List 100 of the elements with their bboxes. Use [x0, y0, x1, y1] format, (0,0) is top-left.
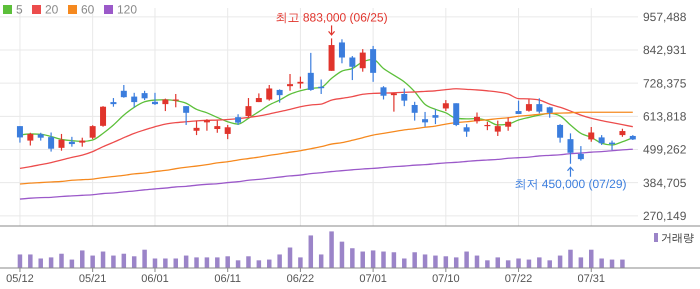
- candlestick: [380, 86, 387, 100]
- bar: [474, 256, 480, 268]
- bar: [329, 231, 334, 268]
- bar: [599, 258, 604, 268]
- bar: [526, 260, 532, 268]
- y-tick-label: 384,705: [643, 176, 687, 190]
- bar: [204, 257, 210, 268]
- bar: [38, 258, 43, 268]
- bar: [132, 256, 136, 268]
- candlestick: [453, 102, 460, 127]
- bar: [318, 254, 324, 268]
- candlestick: [546, 106, 553, 118]
- candlestick: [578, 145, 584, 162]
- candlestick: [266, 84, 272, 102]
- candlestick: [142, 90, 148, 101]
- x-tick-label: 07/10: [432, 273, 460, 285]
- legend-label: 120: [117, 2, 138, 16]
- candlestick: [16, 126, 23, 144]
- bar: [298, 257, 303, 268]
- bar: [225, 256, 230, 268]
- candlestick: [516, 100, 522, 115]
- bar: [454, 257, 458, 268]
- candlestick: [557, 123, 564, 144]
- bar: [288, 248, 292, 268]
- x-tick-label: 06/01: [141, 273, 169, 285]
- bar: [350, 248, 355, 268]
- candlestick: [194, 120, 200, 136]
- bar: [59, 254, 64, 268]
- bar: [464, 252, 469, 268]
- candlestick: [235, 114, 242, 126]
- bar: [277, 254, 282, 268]
- bar: [568, 250, 573, 268]
- candlestick: [79, 137, 86, 148]
- bar: [485, 260, 490, 268]
- candlestick: [536, 98, 542, 114]
- bar: [433, 256, 438, 268]
- bar: [422, 254, 428, 268]
- bar: [236, 260, 240, 268]
- annotation: 최저 450,000 (07/29): [514, 176, 627, 191]
- candlestick: [308, 52, 314, 92]
- bar: [610, 260, 614, 268]
- bar: [100, 252, 106, 268]
- candlestick: [598, 134, 605, 146]
- bar: [142, 250, 147, 268]
- y-tick-label: 499,262: [643, 142, 687, 157]
- candlestick: [349, 55, 356, 81]
- x-tick-label: 07/01: [359, 273, 387, 285]
- candlestick: [27, 132, 34, 146]
- bar: [412, 252, 417, 268]
- candlestick: [588, 126, 594, 142]
- legend-label: 20: [45, 2, 59, 16]
- bar: [174, 258, 178, 268]
- candlestick: [58, 133, 64, 152]
- bar: [589, 250, 594, 268]
- bar: [90, 256, 95, 268]
- bar: [308, 235, 314, 268]
- candlestick: [287, 73, 294, 92]
- bar: [558, 256, 562, 268]
- legend-label: 5: [16, 2, 23, 16]
- bar: [122, 254, 126, 268]
- bar: [444, 256, 448, 268]
- y-tick-label: 957,488: [643, 10, 687, 24]
- candlestick: [412, 101, 418, 122]
- bar: [547, 260, 552, 268]
- candlestick: [245, 97, 252, 118]
- bar: [578, 257, 584, 268]
- bar: [381, 252, 386, 268]
- candlestick: [422, 111, 428, 128]
- bar: [152, 258, 158, 268]
- bar: [506, 260, 510, 268]
- candlestick: [204, 118, 210, 132]
- bar: [256, 260, 262, 268]
- candlestick: [276, 88, 283, 104]
- y-tick-label: 728,375: [643, 76, 687, 90]
- x-tick-label: 07/22: [504, 273, 532, 285]
- candlestick: [474, 112, 480, 124]
- candlestick: [505, 116, 512, 132]
- bar: [402, 258, 407, 268]
- candlestick: [494, 120, 501, 137]
- x-tick-label: 06/11: [214, 273, 242, 285]
- bar: [184, 256, 188, 268]
- legend-label: 거래량: [661, 232, 694, 244]
- candlestick: [162, 98, 168, 112]
- candlestick: [370, 45, 376, 82]
- candlestick: [464, 123, 470, 138]
- y-tick-label: 270,149: [643, 209, 687, 224]
- bar: [370, 250, 376, 268]
- candlestick: [90, 124, 96, 140]
- bar: [516, 258, 521, 268]
- annotation: 최고 883,000 (06/25): [276, 10, 388, 24]
- x-tick-label: 05/21: [78, 273, 106, 285]
- candlestick: [318, 78, 324, 95]
- bar: [392, 252, 396, 268]
- candlestick: [526, 98, 532, 112]
- candlestick: [338, 38, 345, 64]
- candlestick: [183, 106, 190, 126]
- bar: [48, 257, 54, 268]
- bar: [620, 260, 625, 268]
- candlestick: [432, 108, 438, 125]
- candlestick: [131, 92, 138, 108]
